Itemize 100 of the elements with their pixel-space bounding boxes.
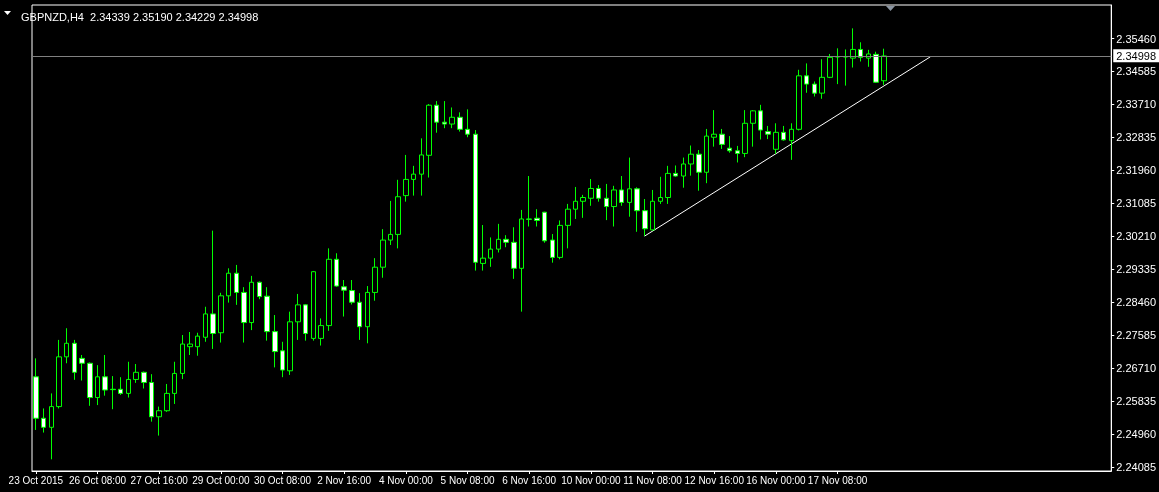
candlestick [172,361,177,405]
candlestick [403,154,409,203]
y-tick-label: 2.26710 [1116,362,1156,375]
candlestick [365,285,370,344]
y-tick-label: 2.29335 [1116,263,1156,276]
candlestick [218,292,224,344]
candlestick [465,108,470,138]
candlestick [56,339,62,409]
candlestick [388,200,393,246]
candlestick [334,252,339,288]
candlestick [280,341,285,378]
y-tick-label: 2.35460 [1116,32,1156,45]
candlestick [234,264,239,306]
candlestick [434,100,439,134]
candlestick [580,194,586,219]
x-tick-label: 5 Nov 08:00 [440,474,495,486]
candlestick [411,165,416,197]
candlestick [704,128,709,184]
candlestick [49,392,54,460]
y-tick-label: 2.33710 [1116,98,1156,111]
candlestick [681,157,686,189]
candlestick [819,58,825,100]
candlestick [79,354,85,382]
y-tick-label: 2.25835 [1116,395,1156,408]
candlestick [419,137,424,197]
candlestick [118,376,123,396]
candlestick [557,219,563,260]
x-tick-label: 12 Nov 16:00 [684,474,745,486]
candlestick [881,48,887,86]
y-tick-label: 2.31085 [1116,197,1156,210]
x-tick-label: 27 Oct 16:00 [130,474,189,486]
candlestick [457,111,463,133]
candlestick [488,236,493,268]
candlestick [688,145,694,177]
candlestick [873,51,879,84]
candlestick [812,80,817,98]
candlestick [102,354,108,397]
candlestick [395,179,401,249]
candlestick [665,165,671,205]
candlestick [565,203,571,249]
candlestick [526,175,532,228]
candlestick [711,109,717,148]
candlestick [203,306,208,343]
candlestick [719,128,725,150]
candlestick [496,223,501,253]
candlestick [511,226,517,280]
x-tick-label: 11 Nov 08:00 [623,474,683,486]
candlestick [542,211,547,244]
candlestick [573,186,578,220]
candlestick [287,311,293,376]
candlestick [611,185,617,228]
candlestick [95,364,100,406]
candlestick [210,230,216,350]
candlestick [627,157,632,218]
candlestick [735,145,740,163]
candlestick [64,327,69,364]
candlestick [850,27,856,69]
candlestick [650,189,655,232]
candlestick [311,270,316,342]
candlestick [634,186,640,233]
x-tick-label: 16 Nov 00:00 [746,474,807,486]
candlestick [326,247,332,332]
candlestick [164,383,170,413]
candlestick [133,363,139,384]
x-tick-label: 6 Nov 16:00 [502,474,557,486]
candlestick [272,314,278,368]
candlestick [87,362,93,407]
y-tick-label: 2.27585 [1116,329,1156,342]
candlestick [604,183,609,221]
candlestick [519,209,524,313]
candlestick [696,149,702,192]
candlestick [372,257,378,302]
candlestick [596,184,601,203]
candlestick [357,292,362,341]
candlestick [141,371,147,389]
x-tick-label: 10 Nov 00:00 [561,474,622,486]
candlestick [249,275,254,331]
candlestick [241,286,247,344]
candlestick [126,361,131,399]
candlestick [349,279,355,305]
candlestick [426,103,432,179]
x-tick-label: 2 Nov 16:00 [317,474,372,486]
candlestick [727,135,732,154]
y-tick-label: 2.24960 [1116,428,1156,441]
candlestick [473,129,478,272]
candlestick [195,332,200,357]
candlestick [295,293,301,341]
x-tick-label: 17 Nov 08:00 [807,474,868,486]
candlestick [619,175,624,207]
candlestick [796,69,802,131]
text: GBPNZD,H4 2.34339 2.35190 2.34229 2.34998 [21,10,259,23]
candlestick [341,279,347,318]
candlestick [180,334,185,380]
candlestick [72,339,77,381]
y-tick-label: 2.31960 [1116,164,1156,177]
x-tick-label: 30 Oct 08:00 [253,474,312,486]
y-tick-label: 2.32835 [1116,131,1156,144]
candlestick [110,375,116,410]
candlestick [742,109,748,158]
candlestick [503,234,509,248]
